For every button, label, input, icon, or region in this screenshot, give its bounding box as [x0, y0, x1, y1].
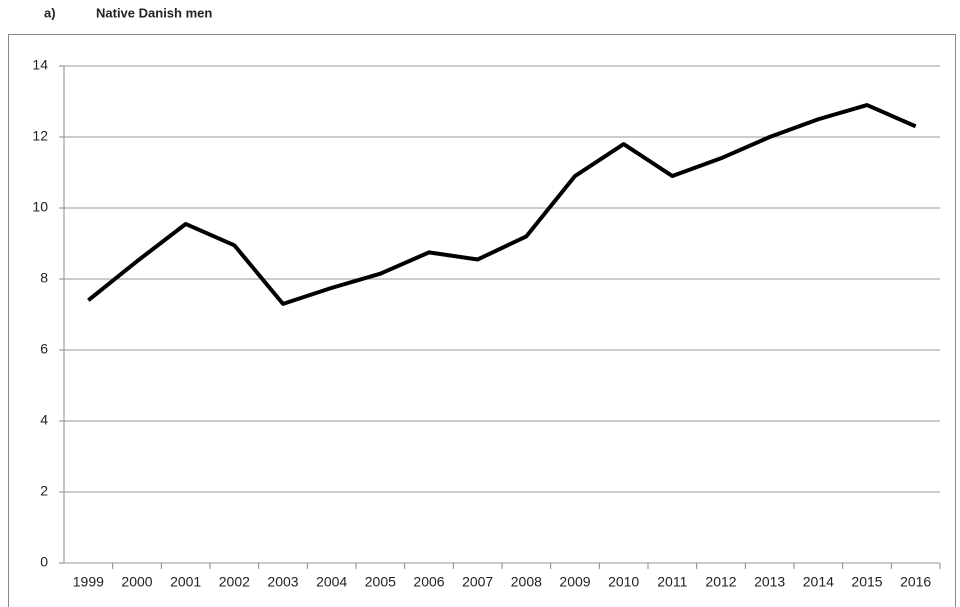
y-tick-label: 10 [32, 199, 48, 215]
x-tick-label: 2001 [170, 574, 201, 590]
x-tick-label: 2000 [121, 574, 152, 590]
panel-label: a) [44, 5, 56, 20]
y-tick-label: 4 [40, 412, 48, 428]
x-tick-label: 2009 [559, 574, 590, 590]
x-tick-label: 2016 [900, 574, 931, 590]
x-tick-label: 2006 [413, 574, 444, 590]
x-tick-label: 2012 [705, 574, 736, 590]
x-tick-label: 2014 [803, 574, 834, 590]
x-tick-label: 2003 [267, 574, 298, 590]
chart-border [8, 34, 956, 607]
x-tick-label: 1999 [73, 574, 104, 590]
y-tick-label: 8 [40, 270, 48, 286]
x-tick-label: 2008 [511, 574, 542, 590]
y-tick-label: 14 [32, 57, 48, 73]
x-tick-label: 2010 [608, 574, 639, 590]
line-series [87, 103, 917, 306]
x-tick-label: 2004 [316, 574, 347, 590]
x-tick-label: 2005 [365, 574, 396, 590]
y-tick-label: 6 [40, 341, 48, 357]
y-tick-label: 0 [40, 554, 48, 570]
x-tick-label: 2015 [851, 574, 882, 590]
x-tick-label: 2011 [657, 574, 687, 590]
x-tick-label: 2013 [754, 574, 785, 590]
x-tick-label: 2007 [462, 574, 493, 590]
y-tick-label: 12 [32, 128, 48, 144]
x-tick-label: 2002 [219, 574, 250, 590]
chart-title: Native Danish men [96, 5, 212, 20]
y-tick-label: 2 [40, 483, 48, 499]
